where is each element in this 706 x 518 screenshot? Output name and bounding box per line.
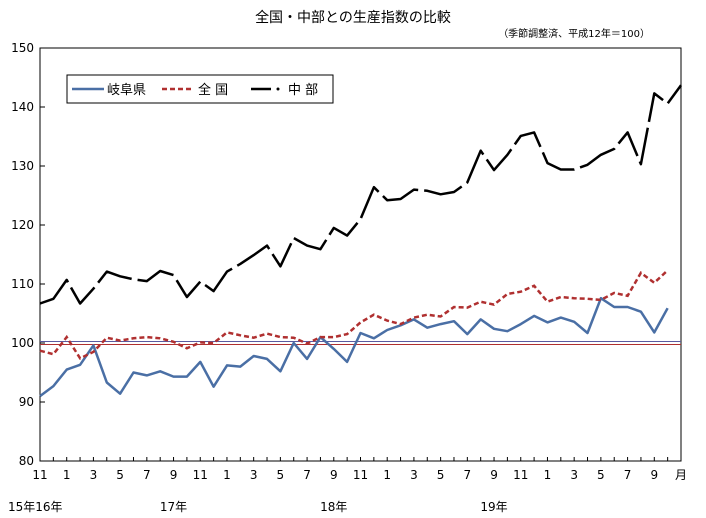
year-label: 18年 bbox=[320, 500, 347, 514]
x-tick-label: 1 bbox=[383, 468, 391, 482]
chart-title: 全国・中部との生産指数の比較 bbox=[255, 10, 451, 26]
x-tick-label: 5 bbox=[116, 468, 124, 482]
legend-label-zenkoku: 全 国 bbox=[198, 82, 228, 98]
x-tick-label: 7 bbox=[143, 468, 151, 482]
series-line-gifu bbox=[39, 296, 669, 398]
legend: 岐阜県 全 国 中 部 bbox=[66, 74, 334, 104]
x-tick-label: 5 bbox=[437, 468, 445, 482]
year-label: 15年16年 bbox=[8, 500, 63, 514]
x-tick-label: 3 bbox=[410, 468, 418, 482]
legend-box bbox=[66, 74, 334, 104]
y-tick-label: 150 bbox=[11, 41, 34, 55]
x-unit-label: 月 bbox=[675, 468, 687, 482]
y-tick-label: 90 bbox=[19, 395, 34, 409]
x-tick-label: 3 bbox=[90, 468, 98, 482]
x-tick-label: 7 bbox=[303, 468, 311, 482]
series-layer bbox=[39, 84, 683, 398]
reference-line-group bbox=[40, 341, 681, 345]
x-tick-label: 9 bbox=[330, 468, 338, 482]
y-tick-label: 130 bbox=[11, 159, 34, 173]
y-tick-label: 120 bbox=[11, 218, 34, 232]
x-tick-label: 5 bbox=[597, 468, 605, 482]
legend-label-gifu: 岐阜県 bbox=[107, 82, 146, 98]
year-label: 17年 bbox=[160, 500, 187, 514]
chart-subtitle: （季節調整済、平成12年＝100） bbox=[498, 29, 650, 40]
x-tick-label: 3 bbox=[250, 468, 258, 482]
legend-swatch-chubu-dot bbox=[276, 87, 280, 91]
year-label: 19年 bbox=[480, 500, 507, 514]
x-tick-label: 3 bbox=[570, 468, 578, 482]
x-tick-label: 1 bbox=[223, 468, 231, 482]
x-tick-label: 11 bbox=[513, 468, 528, 482]
y-tick-label: 100 bbox=[11, 336, 34, 350]
x-tick-label: 11 bbox=[32, 468, 47, 482]
x-tick-label: 7 bbox=[624, 468, 632, 482]
x-tick-label: 1 bbox=[63, 468, 71, 482]
x-tick-label: 7 bbox=[464, 468, 472, 482]
plot-area bbox=[39, 47, 682, 462]
y-tick-label: 110 bbox=[11, 277, 34, 291]
series-line-chubu bbox=[39, 84, 683, 305]
x-tick-label: 5 bbox=[277, 468, 285, 482]
x-tick-label: 9 bbox=[650, 468, 658, 482]
y-axis: 80 90 100 110 120 130 140 150 bbox=[11, 41, 45, 468]
series-line-zenkoku bbox=[39, 269, 669, 360]
x-tick-label: 11 bbox=[193, 468, 208, 482]
x-tick-label: 11 bbox=[353, 468, 368, 482]
x-tick-label: 1 bbox=[544, 468, 552, 482]
legend-label-chubu: 中 部 bbox=[288, 83, 318, 98]
y-tick-label: 140 bbox=[11, 100, 34, 114]
y-tick-label: 80 bbox=[19, 454, 34, 468]
x-tick-label: 9 bbox=[170, 468, 178, 482]
x-tick-label: 9 bbox=[490, 468, 498, 482]
